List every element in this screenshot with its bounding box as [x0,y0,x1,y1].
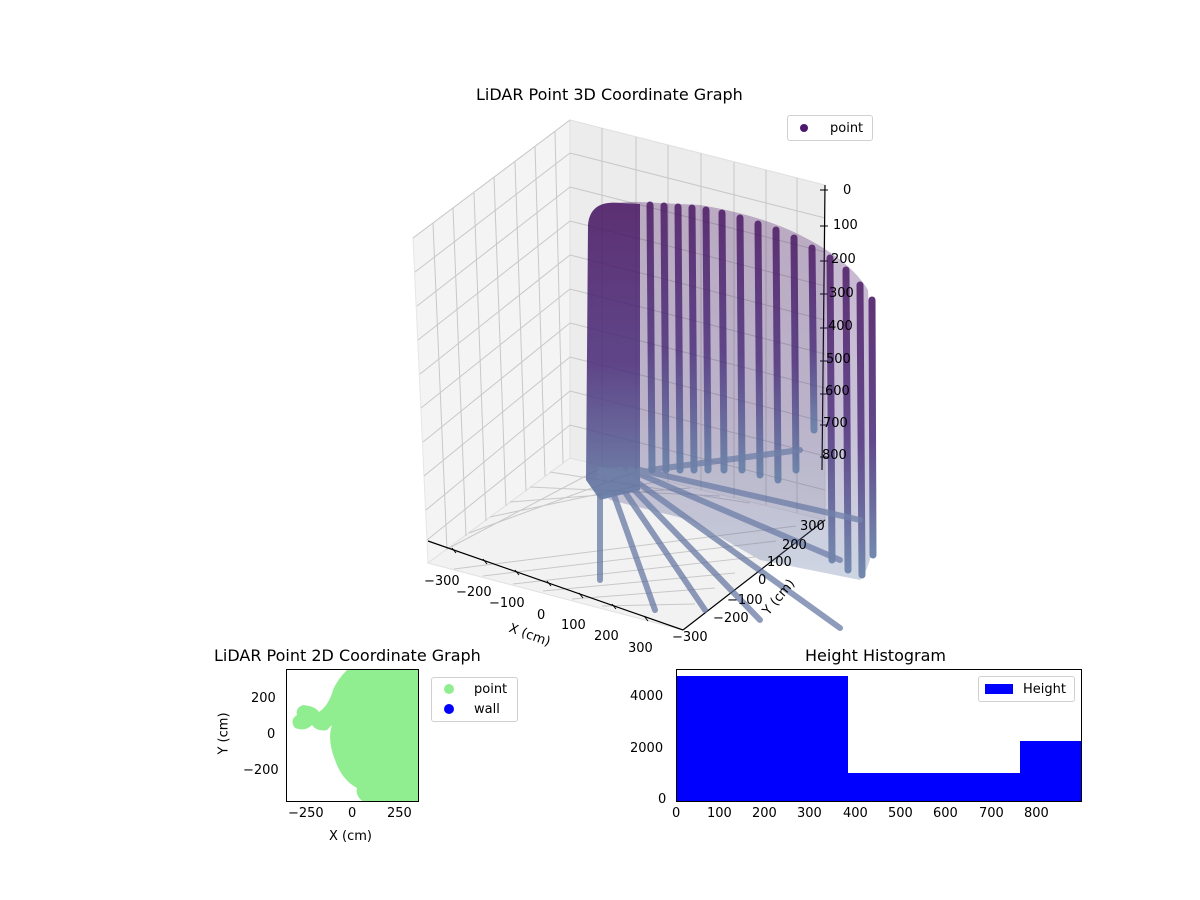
legend-label-point: point [474,681,508,697]
y-tick-label: 0 [758,573,767,588]
x-tick-label: 100 [561,618,586,633]
x-tick-label: −200 [456,585,492,600]
x-tick-label: 300 [797,806,822,821]
height-swatch-icon [985,684,1013,694]
x-tick-label: 500 [888,806,913,821]
x-tick-label: −250 [288,806,324,821]
histogram-bar [1020,741,1081,801]
x-tick-label: 800 [1024,806,1049,821]
y-axis-label-2d: Y (cm) [216,712,232,755]
y-tick-label: −100 [727,593,763,608]
y-tick-label: 2000 [630,741,664,756]
y-tick-label: 4000 [630,689,664,704]
chart-2d-title: LiDAR Point 2D Coordinate Graph [214,646,481,665]
histogram-bar [677,676,848,801]
z-tick-label: 700 [823,416,848,431]
y-tick-label: −200 [243,763,279,778]
legend-2d: point wall [431,677,518,722]
x-axis-label-2d: X (cm) [329,829,372,844]
x-axis-line [427,540,684,631]
histogram-title: Height Histogram [805,646,946,665]
z-tick-label: 400 [828,319,853,334]
legend-label: Height [1023,681,1066,697]
x-tick-label: 0 [348,806,357,821]
x-tick-label: −300 [424,574,460,589]
y-tick-label: 100 [767,555,792,570]
histogram-bar [848,773,1020,801]
legend-histogram: Height [978,676,1075,702]
legend-label-wall: wall [474,701,500,717]
y-tick-label: −200 [713,611,749,626]
y-tick-label: 0 [267,727,276,742]
x-tick-label: 700 [979,806,1004,821]
z-tick-label: 600 [825,384,850,399]
y-tick-label: 200 [782,538,807,553]
z-tick-label: 500 [826,352,851,367]
y-tick-label: 200 [251,691,276,706]
x-tick-label: 300 [628,641,653,656]
y-tick-label: −300 [672,630,708,645]
chart-2d-plot[interactable] [286,669,419,802]
x-tick-label: 100 [707,806,732,821]
x-tick-label: −100 [489,596,525,611]
legend-label: point [830,120,864,136]
x-tick-label: 250 [387,806,412,821]
x-tick-label: 400 [843,806,868,821]
x-tick-label: 200 [594,629,619,644]
histogram-plot[interactable]: Height [676,669,1082,802]
z-tick-label: 800 [822,448,847,463]
point-region-2d [292,670,418,801]
x-tick-label: 0 [672,806,681,821]
x-tick-label: 0 [537,608,546,623]
point-marker-icon [800,124,808,132]
y-tick-label: 300 [800,519,825,534]
z-tick-label: 200 [831,252,856,267]
point-marker-icon [444,684,454,694]
y-tick-label: 0 [658,792,667,807]
chart-3d-title: LiDAR Point 3D Coordinate Graph [476,85,743,104]
point-cloud-3d [586,201,877,631]
z-tick-label: 300 [829,286,854,301]
z-tick-label: 0 [843,183,852,198]
x-tick-label: 600 [933,806,958,821]
x-tick-label: 200 [752,806,777,821]
z-tick-label: 100 [833,218,858,233]
wall-marker-icon [444,704,454,714]
legend-3d: point [787,115,873,141]
